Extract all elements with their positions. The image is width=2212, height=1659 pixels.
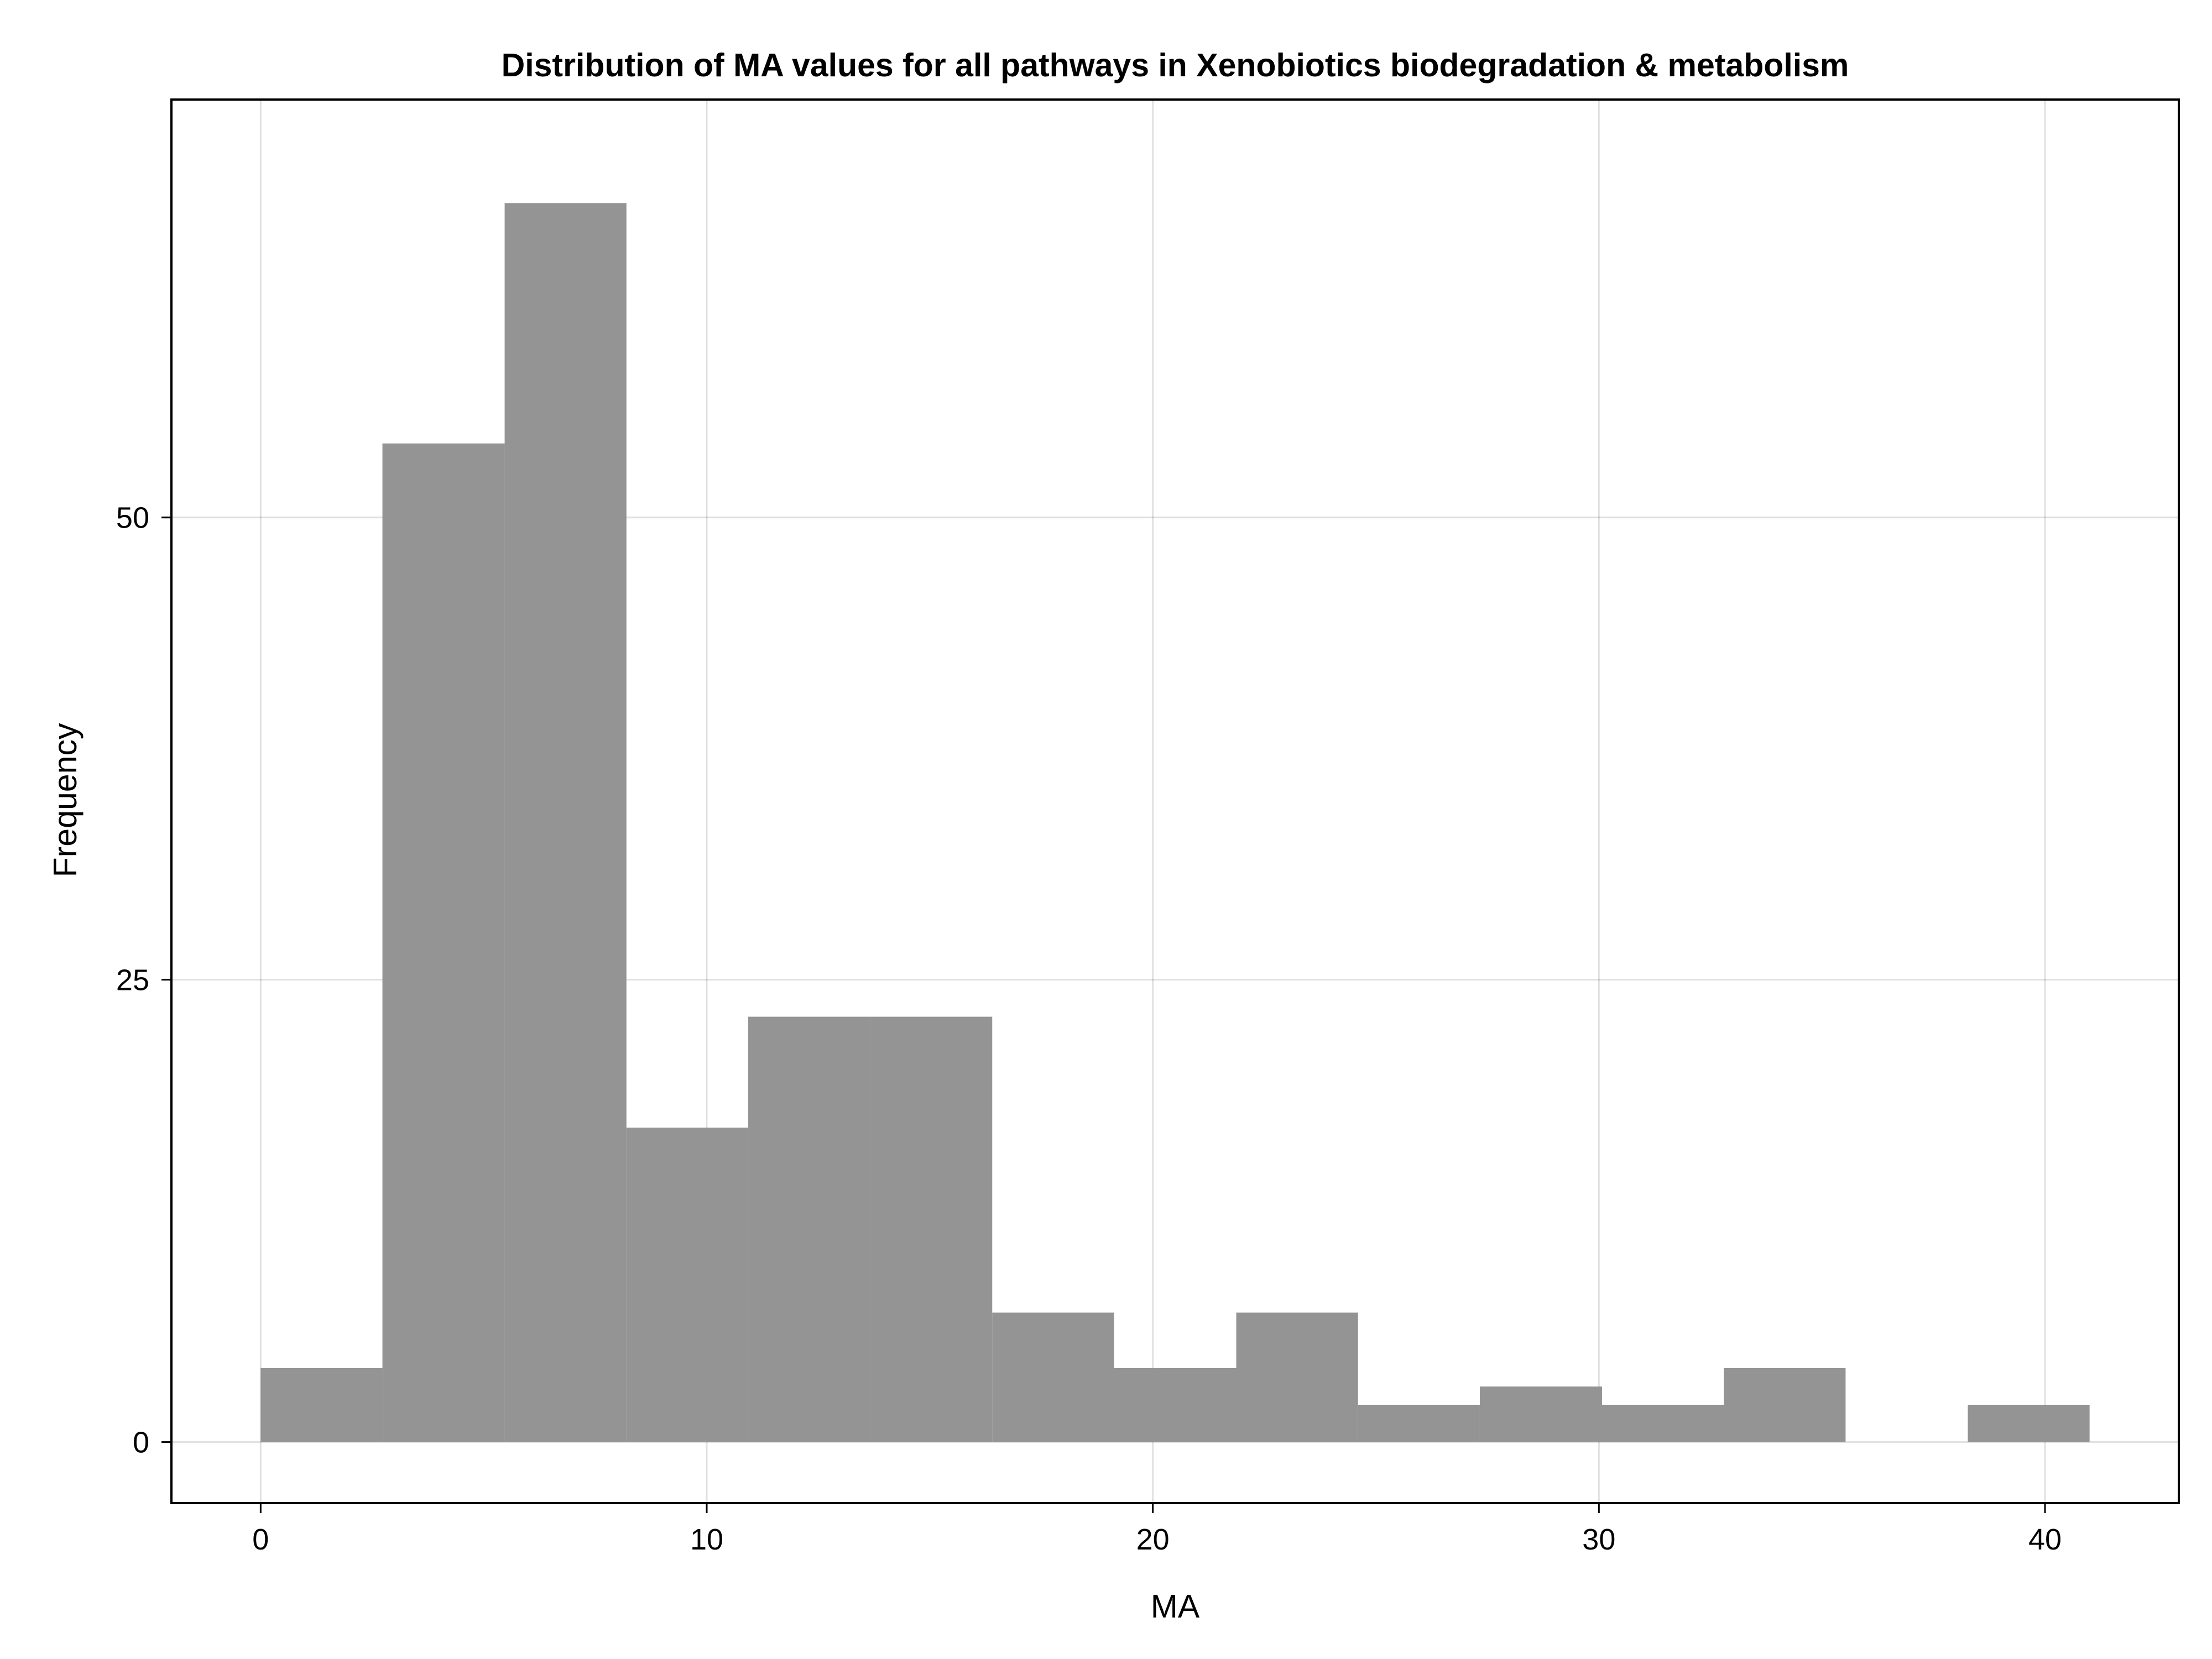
x-tick-label: 0 xyxy=(252,1523,269,1556)
histogram-bar xyxy=(382,443,505,1442)
x-tick-label: 40 xyxy=(2028,1523,2062,1556)
histogram-bar xyxy=(1724,1368,1846,1442)
histogram-bar xyxy=(1358,1405,1480,1442)
x-tick-label: 20 xyxy=(1136,1523,1170,1556)
histogram-bar xyxy=(1114,1368,1237,1442)
histogram-bar xyxy=(1601,1405,1724,1442)
histogram-bar xyxy=(260,1368,383,1442)
y-axis-ticks: 0 25 50 xyxy=(116,502,171,1459)
histogram-bar xyxy=(504,203,627,1442)
chart-title: Distribution of MA values for all pathwa… xyxy=(502,47,1849,84)
histogram-bars xyxy=(260,203,2090,1442)
histogram-bar xyxy=(992,1312,1114,1442)
histogram-bar xyxy=(870,1016,993,1442)
y-axis-label: Frequency xyxy=(47,723,84,877)
x-tick-label: 30 xyxy=(1582,1523,1615,1556)
x-axis-ticks: 0 10 20 30 40 xyxy=(252,1503,2062,1556)
x-axis-label: MA xyxy=(1151,1588,1200,1625)
histogram-bar xyxy=(1479,1386,1602,1442)
y-tick-label: 25 xyxy=(116,964,149,997)
y-tick-label: 0 xyxy=(133,1426,149,1459)
y-tick-label: 50 xyxy=(116,502,149,535)
histogram-bar xyxy=(626,1128,749,1442)
histogram-bar xyxy=(1968,1405,2090,1442)
x-tick-label: 10 xyxy=(690,1523,723,1556)
histogram-bar xyxy=(748,1016,871,1442)
histogram-bar xyxy=(1236,1312,1358,1442)
plot-frame xyxy=(170,98,2180,1504)
